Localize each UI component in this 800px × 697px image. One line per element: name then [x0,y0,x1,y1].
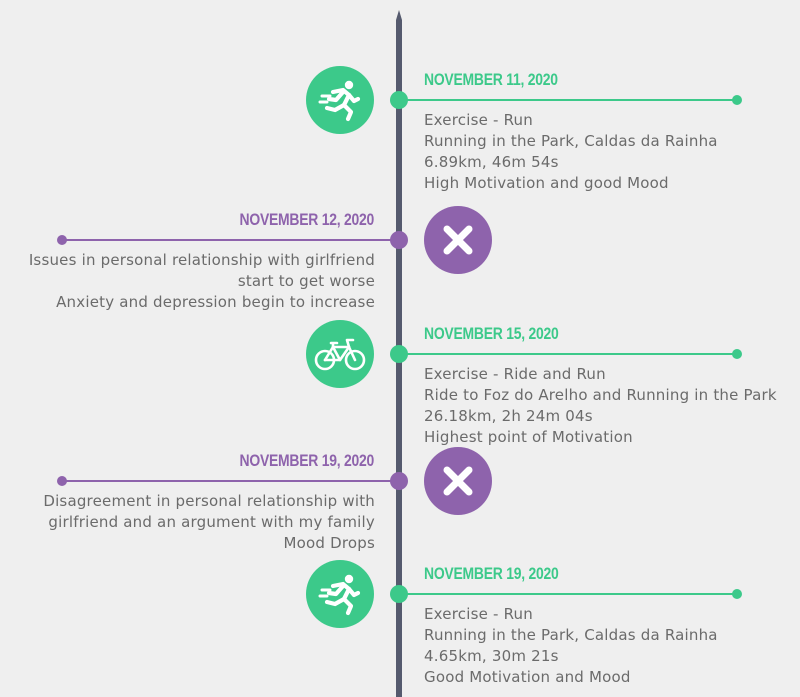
timeline-node [390,91,408,109]
entry-line: Anxiety and depression begin to increase [56,293,375,311]
entry-badge [424,206,492,274]
entry-badge [306,560,374,628]
entry-description: Exercise - Run Running in the Park, Calda… [424,110,718,194]
entry-date: NOVEMBER 12, 2020 [239,210,374,229]
entry-date: NOVEMBER 15, 2020 [424,324,559,343]
timeline-node [390,472,408,490]
timeline-node [390,231,408,249]
close-x-icon [441,464,475,498]
entry-line: Mood Drops [283,534,375,552]
entry-line: girlfriend and an argument with my famil… [48,513,375,531]
connector-end-dot [57,235,67,245]
timeline-connector [399,353,737,355]
entry-line: Exercise - Run [424,111,533,129]
entry-line: Issues in personal relationship with gir… [28,251,375,269]
entry-line: Exercise - Run [424,605,533,623]
timeline-node [390,585,408,603]
entry-date: NOVEMBER 19, 2020 [239,451,374,470]
timeline-axis-tip [396,10,402,20]
timeline-connector [62,239,399,241]
entry-line: Ride to Foz do Arelho and Running in the… [424,386,777,404]
entry-description: Exercise - Ride and Run Ride to Foz do Ar… [424,364,777,448]
connector-end-dot [732,95,742,105]
entry-badge [306,320,374,388]
entry-line: High Motivation and good Mood [424,174,669,192]
entry-line: Highest point of Motivation [424,428,633,446]
entry-description: Disagreement in personal relationship wi… [43,491,375,554]
timeline-node [390,345,408,363]
entry-badge [306,66,374,134]
timeline-connector [399,593,737,595]
entry-date: NOVEMBER 11, 2020 [424,70,558,89]
entry-date: NOVEMBER 19, 2020 [424,564,559,583]
timeline-connector [62,480,399,482]
entry-description: Issues in personal relationship with gir… [29,250,375,313]
entry-line: Running in the Park, Caldas da Rainha [424,132,718,150]
entry-description: Exercise - Run Running in the Park, Calda… [424,604,718,688]
running-icon [318,572,362,616]
running-icon [318,78,362,122]
timeline-connector [399,99,737,101]
entry-line: 4.65km, 30m 21s [424,647,559,665]
entry-line: Exercise - Ride and Run [424,365,606,383]
entry-line: 6.89km, 46m 54s [424,153,559,171]
entry-line: Running in the Park, Caldas da Rainha [424,626,718,644]
entry-line: Disagreement in personal relationship wi… [43,492,375,510]
entry-line: 26.18km, 2h 24m 04s [424,407,593,425]
entry-line: start to get worse [237,272,375,290]
bicycle-icon [314,335,366,373]
connector-end-dot [732,589,742,599]
entry-line: Good Motivation and Mood [424,668,631,686]
entry-badge [424,447,492,515]
close-x-icon [441,223,475,257]
connector-end-dot [732,349,742,359]
connector-end-dot [57,476,67,486]
